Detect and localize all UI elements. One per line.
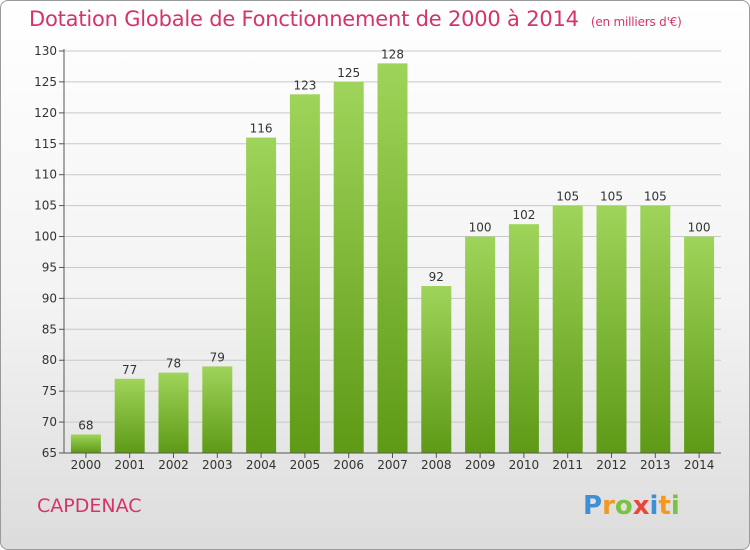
y-tick-labels: 65 70 75 80 85 90 95 100 105 110 115 120 125 130: [34, 44, 57, 460]
data-label: 123: [293, 78, 316, 92]
y-tick-label: 75: [42, 384, 57, 398]
data-label: 102: [512, 208, 535, 222]
y-tick-label: 115: [34, 137, 57, 151]
x-tick-label: 2003: [202, 458, 233, 472]
data-label: 116: [250, 122, 273, 136]
y-tick-label: 80: [42, 353, 57, 367]
x-tick-label: 2007: [377, 458, 408, 472]
y-tick-label: 120: [34, 106, 57, 120]
x-tick-labels: 2000 2001 2002 2003 2004 2005 2006 2007 2008 2009…: [71, 458, 715, 472]
bar: [246, 137, 277, 454]
bar: [114, 378, 145, 453]
x-tick-label: 2005: [290, 458, 321, 472]
bar: [684, 236, 715, 453]
data-label: 125: [337, 66, 360, 80]
data-label: 77: [122, 363, 137, 377]
y-tick-label: 110: [34, 168, 57, 182]
proxiti-logo: Proxiti: [583, 491, 680, 521]
x-tick-label: 2008: [421, 458, 452, 472]
data-label: 78: [166, 357, 181, 371]
bar: [202, 366, 233, 453]
bar: [70, 434, 101, 453]
x-tick-label: 2010: [509, 458, 540, 472]
y-tick-label: 90: [42, 291, 57, 305]
x-tick-label: 2012: [596, 458, 627, 472]
bar: [552, 205, 583, 453]
data-label: 128: [381, 47, 404, 61]
logo-letter: t: [658, 491, 671, 521]
bar: [333, 81, 364, 453]
bar: [465, 236, 496, 453]
y-tick-label: 85: [42, 322, 57, 336]
bar: [596, 205, 627, 453]
x-tick-label: 2009: [465, 458, 496, 472]
chart-title: Dotation Globale de Fonctionnement de 20…: [29, 7, 682, 31]
x-tick-label: 2000: [71, 458, 102, 472]
y-tick-label: 100: [34, 230, 57, 244]
chart-title-text: Dotation Globale de Fonctionnement de 20…: [29, 7, 579, 31]
data-label: 100: [469, 221, 492, 235]
bar: [377, 63, 408, 453]
bar: [640, 205, 671, 453]
data-label: 100: [688, 221, 711, 235]
y-tick-label: 105: [34, 199, 57, 213]
bar: [508, 224, 539, 453]
data-label: 105: [600, 190, 623, 204]
data-label: 92: [429, 270, 444, 284]
axes: [63, 49, 721, 458]
logo-letter: o: [614, 491, 633, 521]
y-tick-label: 125: [34, 75, 57, 89]
logo-letter: i: [649, 491, 659, 521]
y-tick-label: 70: [42, 415, 57, 429]
bar: [158, 372, 189, 453]
value-labels: 68 77 78 79 116 123 125 128 92 100 102 105 105 105 100: [78, 47, 710, 432]
data-label: 105: [644, 190, 667, 204]
y-tick-label: 95: [42, 260, 57, 274]
x-tick-label: 2011: [552, 458, 583, 472]
y-tick-label: 130: [34, 44, 57, 58]
x-tick-label: 2002: [158, 458, 189, 472]
data-label: 79: [210, 350, 225, 364]
commune-name: CAPDENAC: [37, 495, 142, 517]
x-tick-label: 2014: [684, 458, 715, 472]
x-tick-label: 2006: [333, 458, 364, 472]
bar: [289, 94, 320, 454]
chart-subtitle: (en milliers d'€): [590, 15, 682, 29]
x-tick-label: 2013: [640, 458, 671, 472]
y-tick-label: 65: [42, 446, 57, 460]
x-tick-label: 2004: [246, 458, 277, 472]
data-label: 68: [78, 418, 93, 432]
bars: [70, 63, 715, 454]
data-label: 105: [556, 190, 579, 204]
bar: [421, 286, 452, 453]
logo-letter: P: [583, 491, 603, 521]
x-tick-label: 2001: [114, 458, 145, 472]
logo-letter: x: [632, 491, 650, 521]
logo-letter: r: [602, 491, 615, 521]
logo-letter: i: [670, 491, 680, 521]
